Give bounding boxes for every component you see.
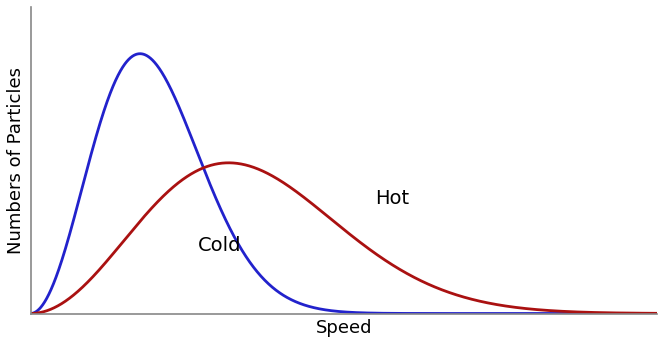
Text: Cold: Cold <box>198 236 241 255</box>
Text: Hot: Hot <box>375 190 409 208</box>
X-axis label: Speed: Speed <box>315 319 372 337</box>
Y-axis label: Numbers of Particles: Numbers of Particles <box>7 67 25 254</box>
